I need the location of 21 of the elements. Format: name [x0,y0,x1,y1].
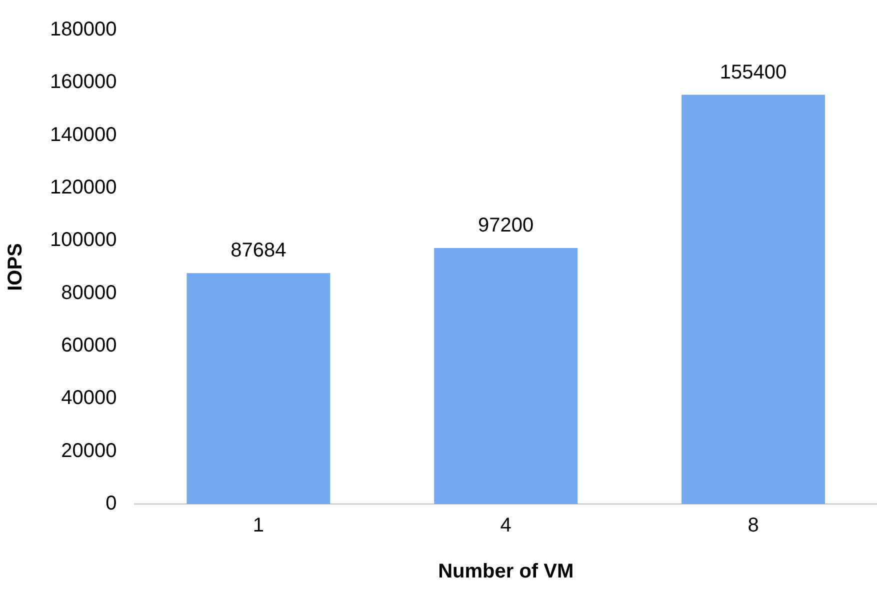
x-tick-label: 8 [748,514,759,537]
y-tick-label: 20000 [61,440,117,462]
y-tick-label: 140000 [50,124,117,146]
y-tick-label: 160000 [50,71,117,94]
bar [682,94,826,504]
data-label: 87684 [230,240,286,262]
y-tick-label: 100000 [50,229,117,252]
data-label: 155400 [720,61,787,84]
y-tick-label: 0 [106,492,117,515]
y-tick-label: 40000 [61,387,117,410]
bar [434,248,578,504]
y-tick-label: 180000 [50,18,117,41]
x-tick-label: 4 [500,514,512,537]
x-tick-label: 1 [252,514,264,537]
y-axis-title: IOPS [4,243,27,291]
y-tick-label: 80000 [61,282,117,304]
y-tick-label: 120000 [50,176,117,199]
data-label: 97200 [478,214,534,237]
x-axis-title: Number of VM [438,560,574,583]
bar [186,273,330,504]
y-tick-label: 60000 [61,334,117,357]
